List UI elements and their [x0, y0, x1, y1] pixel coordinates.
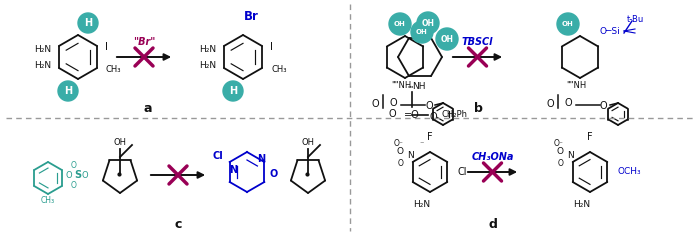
Circle shape [557, 13, 579, 35]
Text: H₂N: H₂N [199, 60, 216, 70]
Text: H₂N: H₂N [573, 200, 591, 209]
Text: O: O [66, 171, 73, 180]
Circle shape [78, 13, 98, 33]
Text: OH: OH [440, 35, 454, 43]
Text: O: O [82, 171, 89, 180]
Circle shape [223, 81, 243, 101]
Text: OH: OH [421, 19, 435, 27]
Text: O: O [558, 160, 564, 168]
Text: O: O [389, 109, 396, 119]
Text: F: F [427, 132, 433, 142]
Text: CH₂Ph: CH₂Ph [442, 110, 468, 119]
Text: H₂N: H₂N [34, 44, 51, 54]
Text: OH: OH [394, 21, 406, 27]
Text: H₂N: H₂N [199, 44, 216, 54]
Text: H: H [84, 18, 92, 28]
Text: CH₃: CH₃ [41, 196, 55, 205]
Text: H₂N: H₂N [34, 60, 51, 70]
Text: ""NH: ""NH [566, 81, 587, 90]
Circle shape [417, 12, 439, 34]
Text: O: O [556, 148, 564, 157]
Text: O: O [71, 180, 77, 189]
Text: Br: Br [244, 10, 258, 23]
Text: d: d [489, 219, 498, 231]
Text: O: O [430, 112, 438, 122]
Text: H: H [64, 86, 72, 96]
Text: OH: OH [302, 138, 314, 147]
Text: O─Si: O─Si [600, 27, 621, 35]
Text: "Br": "Br" [133, 37, 155, 47]
Text: O: O [425, 101, 433, 111]
Text: O: O [396, 148, 403, 157]
Text: O: O [389, 98, 397, 108]
Text: Cl: Cl [458, 167, 468, 177]
Text: O⁻: O⁻ [554, 140, 564, 149]
Text: ""NH: ""NH [391, 81, 412, 90]
Text: =O: =O [404, 110, 420, 120]
Text: O: O [269, 169, 277, 179]
Text: I: I [105, 42, 108, 52]
Text: OH: OH [416, 29, 428, 35]
Circle shape [436, 28, 458, 50]
Text: c: c [174, 219, 182, 231]
Text: TBSCl: TBSCl [462, 37, 493, 47]
Text: H₂N: H₂N [414, 200, 430, 209]
Circle shape [411, 21, 433, 43]
Text: F: F [587, 132, 593, 142]
Text: OH: OH [113, 138, 127, 147]
Text: O: O [71, 161, 77, 169]
Text: "": "" [407, 85, 413, 91]
Text: O: O [546, 99, 554, 109]
Text: S: S [74, 170, 81, 180]
Text: O: O [398, 160, 404, 168]
Text: Cl: Cl [212, 151, 223, 161]
Text: b: b [474, 102, 482, 114]
Text: H: H [229, 86, 237, 96]
Text: CH₃: CH₃ [106, 66, 122, 74]
Text: CH₃: CH₃ [271, 66, 286, 74]
Text: OCH₃: OCH₃ [618, 168, 642, 176]
Text: N: N [229, 165, 237, 175]
Text: O: O [564, 98, 572, 108]
Text: I: I [270, 42, 273, 52]
Text: O: O [600, 101, 608, 111]
Text: a: a [144, 102, 153, 114]
Text: N: N [407, 152, 414, 161]
Text: OH: OH [562, 21, 574, 27]
Text: t-Bu: t-Bu [626, 15, 643, 24]
Text: O: O [371, 99, 379, 109]
Text: O⁻: O⁻ [394, 140, 404, 149]
Text: CH₃ONa: CH₃ONa [471, 152, 514, 162]
Circle shape [58, 81, 78, 101]
Text: N: N [566, 152, 573, 161]
Text: NH: NH [412, 82, 426, 91]
Text: N: N [257, 154, 265, 164]
Text: ⁻: ⁻ [420, 140, 424, 149]
Circle shape [389, 13, 411, 35]
